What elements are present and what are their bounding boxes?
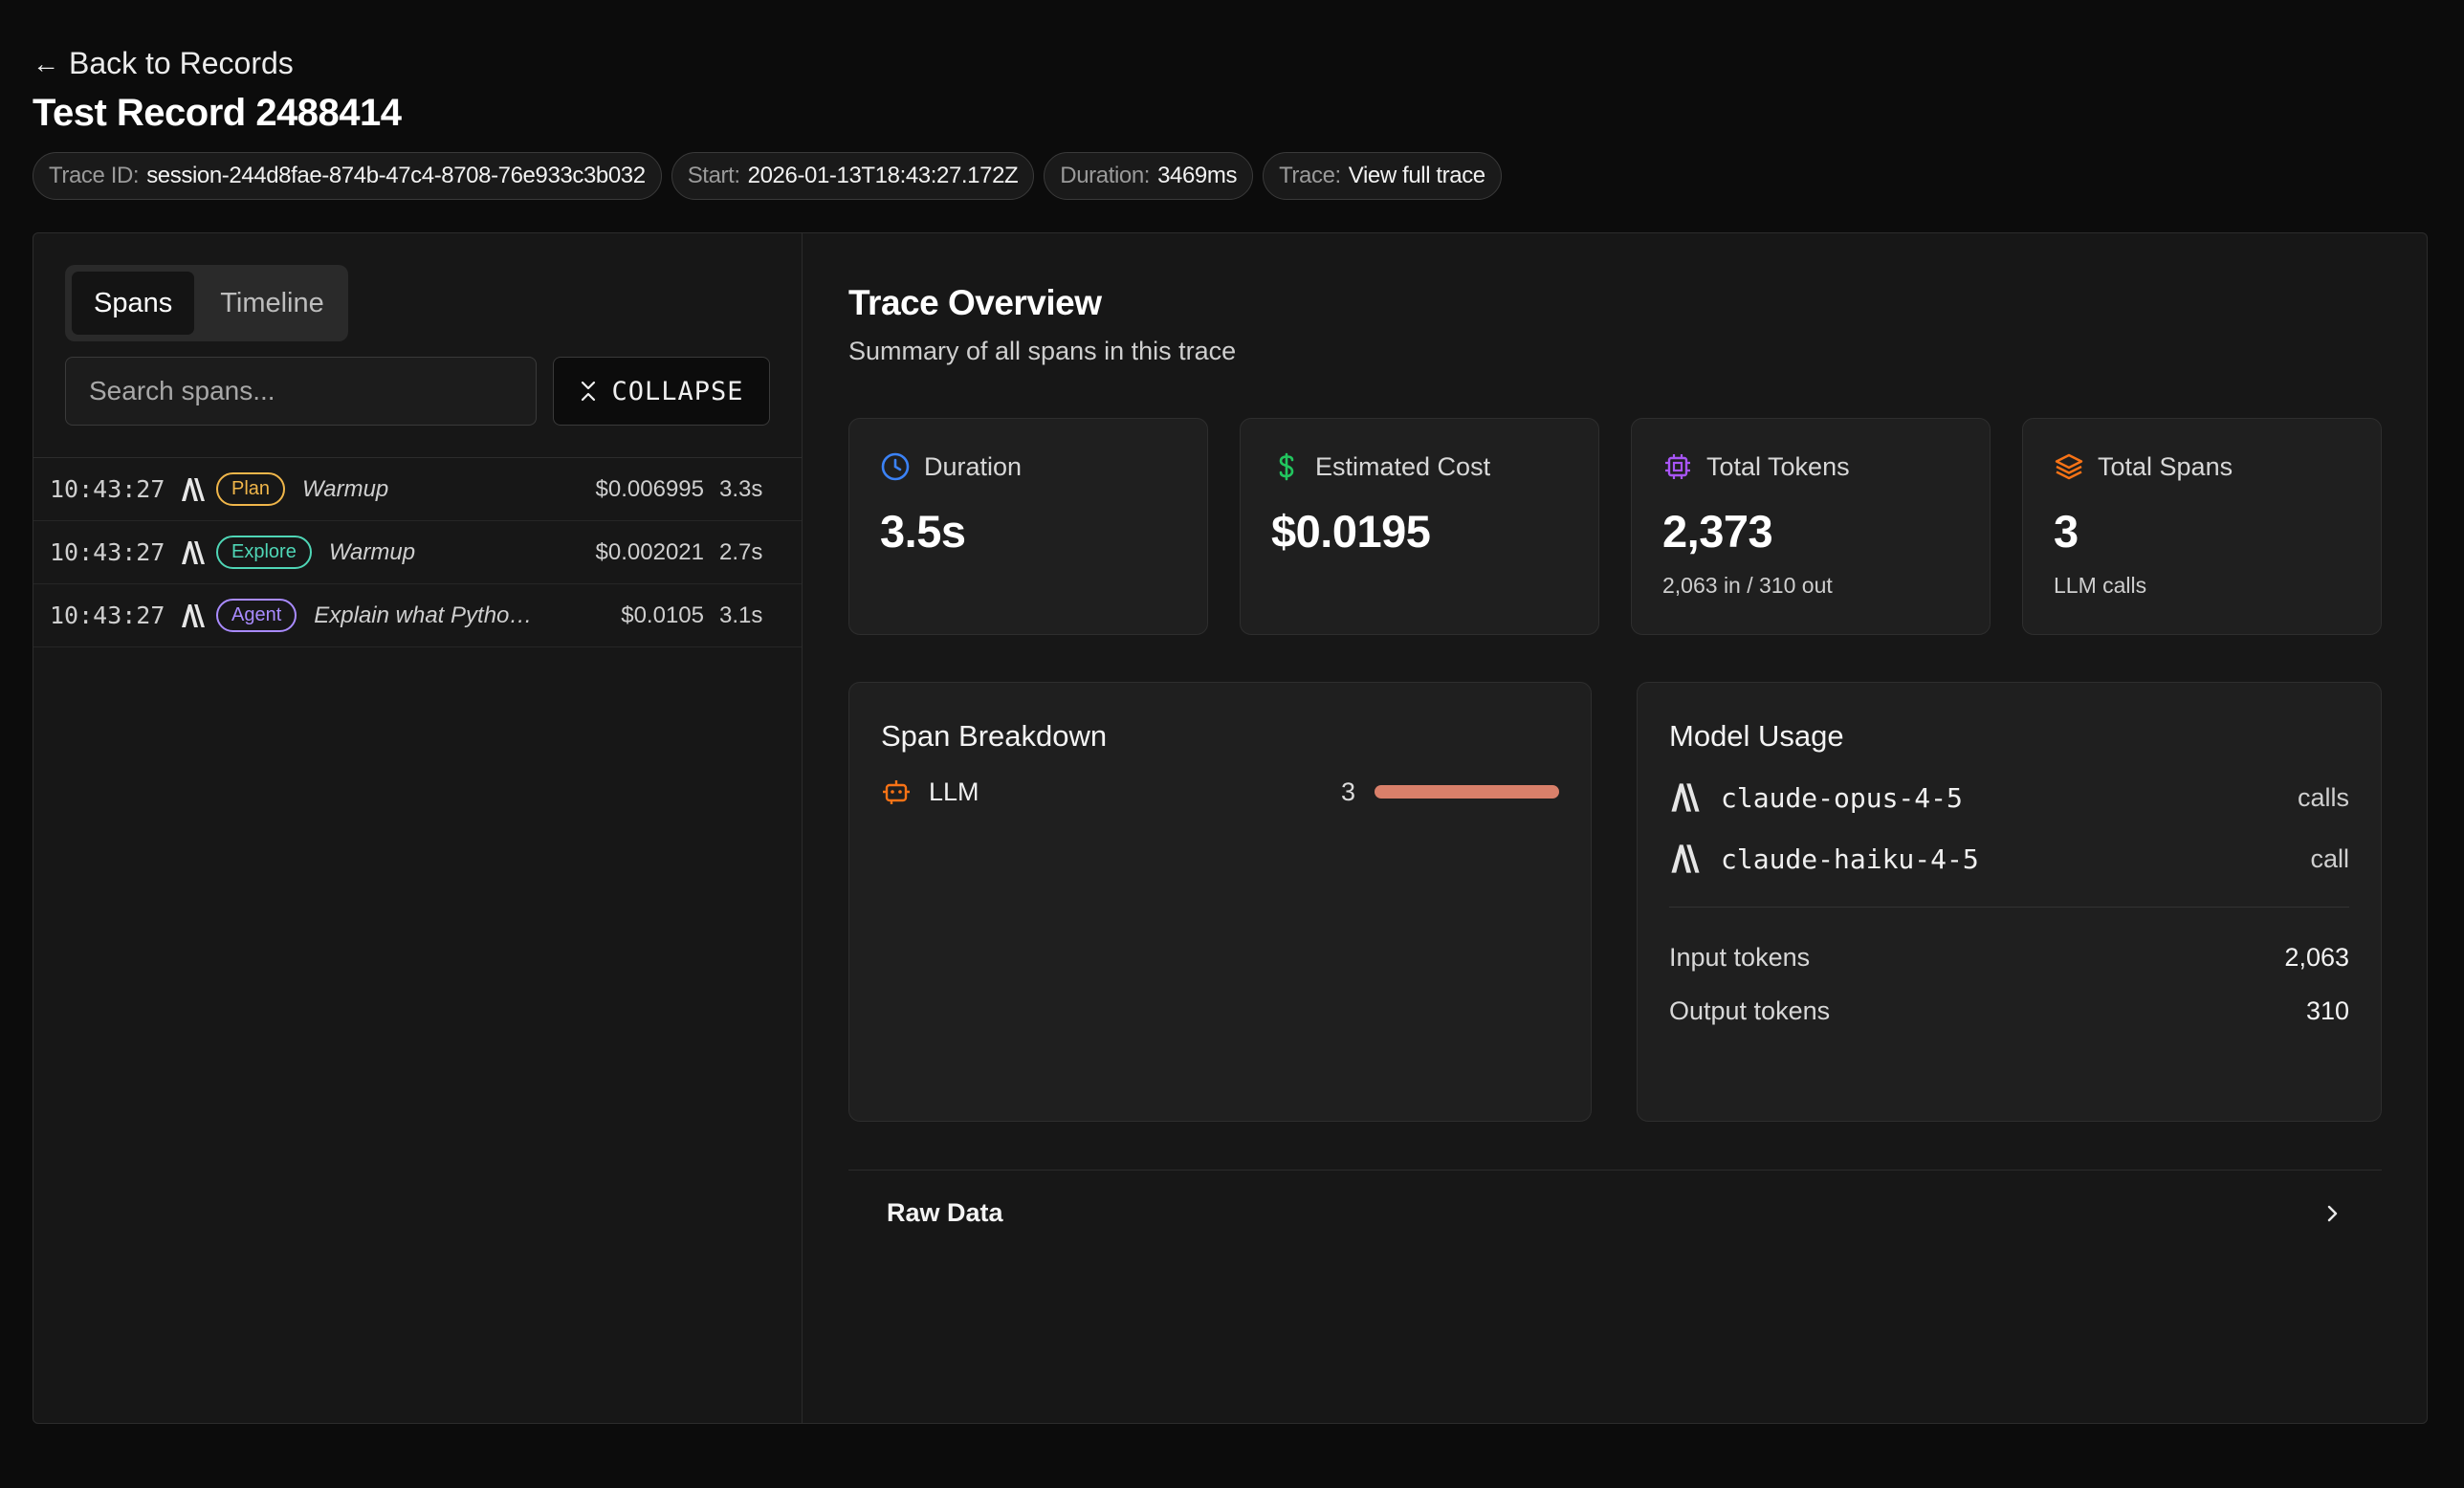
view-full-trace-chip[interactable]: Trace: View full trace: [1263, 152, 1502, 200]
trace-overview-pane: Trace Overview Summary of all spans in t…: [803, 233, 2427, 1423]
span-row-explore[interactable]: 10:43:27 Explore Warmup $0.002021 2.7s: [33, 521, 802, 584]
tokens-stat-card: Total Tokens 2,373 2,063 in / 310 out: [1631, 418, 1991, 635]
stat-value: 3.5s: [880, 506, 966, 557]
input-tokens-label: Input tokens: [1669, 942, 1811, 972]
span-type-badge: Agent: [216, 599, 297, 632]
span-time: 10:43:27: [50, 538, 165, 566]
output-tokens-row: Output tokens 310: [1669, 984, 2349, 1038]
trace-id-chip: Trace ID: session-244d8fae-874b-47c4-870…: [33, 152, 662, 200]
collapse-icon: [582, 381, 596, 402]
overview-subtitle: Summary of all spans in this trace: [848, 337, 1237, 365]
span-cost: $0.0105: [621, 602, 704, 628]
tab-spans[interactable]: Spans: [72, 272, 195, 335]
span-duration: 3.3s: [719, 475, 763, 502]
model-name: claude-haiku-4-5: [1721, 842, 1979, 875]
raw-data-label: Raw Data: [887, 1198, 1003, 1227]
span-breakdown-title: Span Breakdown: [881, 719, 1108, 753]
chip-icon: [1665, 454, 1690, 479]
cost-stat-card: Estimated Cost $0.0195: [1240, 418, 1599, 635]
anthropic-logo-icon: [180, 602, 214, 629]
spans-stat-card: Total Spans 3 LLM calls: [2022, 418, 2382, 635]
anthropic-logo-icon: [1671, 844, 1700, 873]
layers-icon: [2055, 453, 2083, 480]
stat-value: $0.0195: [1271, 506, 1431, 557]
model-row-haiku: claude-haiku-4-5 call: [1669, 828, 2349, 889]
output-tokens-label: Output tokens: [1669, 996, 1831, 1025]
start-key: Start:: [687, 163, 740, 188]
span-time: 10:43:27: [50, 602, 165, 629]
page-title: Test Record 2488414: [33, 92, 402, 134]
stat-label: Total Spans: [2098, 451, 2233, 481]
model-usage-card: Model Usage claude-opus-4-5 calls claude…: [1637, 682, 2382, 1122]
span-cost: $0.002021: [595, 538, 704, 565]
stat-label: Total Tokens: [1706, 451, 1850, 481]
stat-value: 3: [2054, 506, 2079, 557]
stat-value: 2,373: [1662, 506, 1773, 557]
anthropic-logo-icon: [180, 476, 214, 503]
trace-id-key: Trace ID:: [49, 163, 140, 188]
trace-meta-row: Trace ID: session-244d8fae-874b-47c4-870…: [33, 152, 1502, 200]
span-type-bar: [1375, 785, 1559, 799]
duration-value: 3469ms: [1157, 163, 1238, 188]
stat-subtext: LLM calls: [2054, 573, 2147, 598]
span-type-label: LLM: [929, 777, 979, 806]
model-name: claude-opus-4-5: [1721, 781, 1963, 814]
duration-chip: Duration: 3469ms: [1044, 152, 1254, 200]
input-tokens-value: 2,063: [2284, 942, 2349, 972]
duration-stat-card: Duration 3.5s: [848, 418, 1208, 635]
model-calls: call: [2310, 843, 2349, 873]
overview-title: Trace Overview: [848, 283, 1102, 322]
span-name: Explain what Python ...: [314, 602, 540, 628]
duration-key: Duration:: [1060, 163, 1151, 188]
span-type-badge: Plan: [216, 472, 286, 506]
collapse-label: COLLAPSE: [611, 376, 744, 406]
span-breakdown-row-llm: LLM 3: [881, 777, 1559, 807]
span-row-agent[interactable]: 10:43:27 Agent Explain what Python ... $…: [33, 584, 802, 647]
trace-id-value: session-244d8fae-874b-47c4-8708-76e933c3…: [146, 163, 646, 188]
collapse-button[interactable]: COLLAPSE: [553, 357, 770, 426]
divider: [1669, 907, 2349, 908]
dollar-icon: [1279, 452, 1294, 481]
output-tokens-value: 310: [2305, 996, 2349, 1025]
raw-data-toggle[interactable]: Raw Data: [848, 1170, 2382, 1256]
span-duration: 3.1s: [719, 602, 763, 628]
anthropic-logo-icon: [180, 539, 214, 566]
span-name: Warmup: [328, 538, 416, 565]
span-row-plan[interactable]: 10:43:27 Plan Warmup $0.006995 3.3s: [33, 458, 802, 521]
back-label: Back to Records: [69, 46, 294, 80]
stat-label: Duration: [924, 451, 1023, 481]
span-list: 10:43:27 Plan Warmup $0.006995 3.3s 10:4…: [33, 457, 802, 647]
span-name: Warmup: [302, 475, 389, 502]
back-to-records-link[interactable]: ← Back to Records: [33, 46, 294, 81]
start-chip: Start: 2026-01-13T18:43:27.172Z: [671, 152, 1035, 200]
span-type-badge: Explore: [216, 536, 312, 569]
clock-icon: [881, 452, 910, 481]
tab-timeline[interactable]: Timeline: [220, 287, 324, 318]
stat-subtext: 2,063 in / 310 out: [1662, 573, 1833, 598]
anthropic-logo-icon: [1671, 783, 1700, 812]
model-calls: calls: [2297, 782, 2349, 812]
trace-detail-panel: Spans Timeline COLLAPSE 10:43:27 Plan Wa…: [33, 232, 2428, 1424]
arrow-left-icon: ←: [33, 48, 59, 78]
start-value: 2026-01-13T18:43:27.172Z: [747, 163, 1019, 188]
bot-icon: [883, 780, 910, 804]
span-duration: 2.7s: [719, 538, 763, 565]
view-full-trace-link[interactable]: View full trace: [1348, 163, 1485, 188]
search-spans-input[interactable]: [65, 357, 537, 426]
span-breakdown-card: Span Breakdown LLM 3: [848, 682, 1592, 1122]
input-tokens-row: Input tokens 2,063: [1669, 930, 2349, 984]
model-row-opus: claude-opus-4-5 calls: [1669, 767, 2349, 828]
span-time: 10:43:27: [50, 475, 165, 503]
chevron-right-icon: [2327, 1205, 2338, 1221]
trace-key: Trace:: [1279, 163, 1341, 188]
view-tabs: Spans Timeline: [65, 265, 348, 341]
span-cost: $0.006995: [595, 475, 704, 502]
stat-label: Estimated Cost: [1315, 451, 1491, 481]
spans-pane: Spans Timeline COLLAPSE 10:43:27 Plan Wa…: [33, 233, 803, 1423]
span-type-count: 3: [1340, 777, 1355, 806]
model-usage-title: Model Usage: [1669, 719, 1844, 753]
